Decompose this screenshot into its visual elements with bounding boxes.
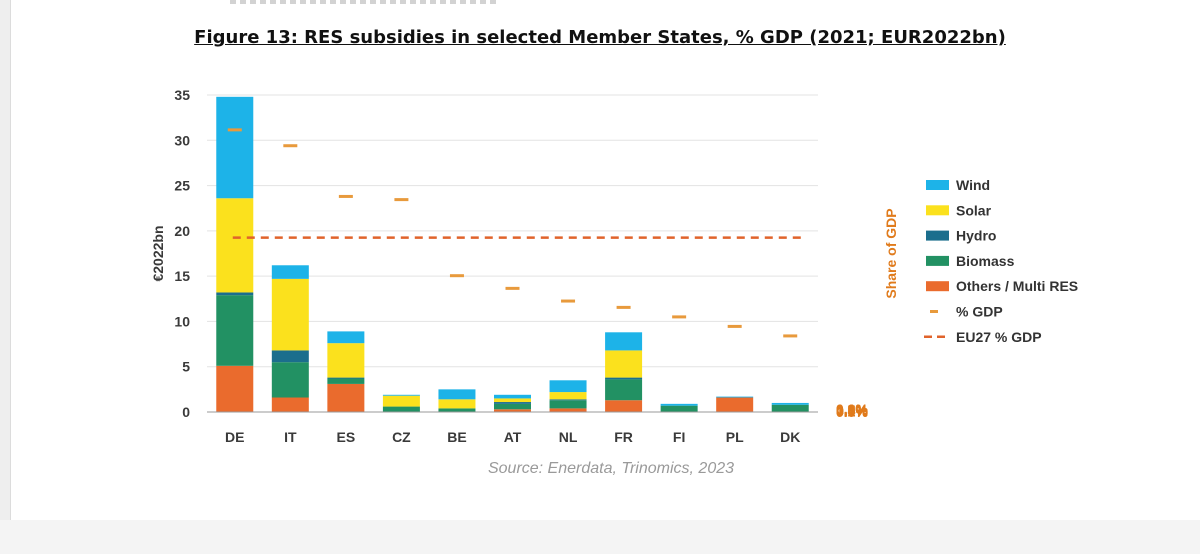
bar-segment-cz-solar	[382, 395, 420, 407]
legend-swatch	[926, 255, 949, 266]
bar-segment-nl-biomass	[549, 400, 587, 409]
x-tick-label: ES	[337, 429, 356, 445]
bar-segment-pl-wind	[716, 396, 754, 398]
x-tick-label: PL	[726, 429, 744, 445]
legend-label: Hydro	[956, 228, 996, 244]
bar-segment-fi-biomass	[660, 405, 698, 412]
bar-segment-at-hydro	[494, 402, 531, 404]
bar-segment-fr-biomass	[605, 379, 643, 401]
y-axis-title: €2022bn	[150, 225, 166, 281]
x-tick-label: FI	[673, 429, 685, 445]
y-tick-label: 25	[174, 178, 190, 194]
y2-tick-label: 0.4%	[836, 403, 868, 419]
x-tick-label: BE	[447, 429, 466, 445]
bar-segment-at-solar	[494, 398, 531, 403]
figure-title: Figure 13: RES subsidies in selected Mem…	[194, 27, 1006, 48]
x-tick-label: DE	[225, 429, 244, 445]
bar-segment-be-biomass	[438, 408, 476, 412]
bar-segment-de-biomass	[216, 295, 254, 366]
y2-tick-label: 1.0%	[836, 401, 868, 417]
bar-segment-nl-hydro	[549, 399, 587, 401]
left-axis: 0 5 10 15 20 25 30 35 €2022bn	[150, 87, 190, 420]
y2-tick-label: 0.6%	[836, 402, 868, 418]
y-tick-label: 20	[174, 223, 190, 239]
legend-label: Others / Multi RES	[956, 278, 1078, 294]
legend-swatch	[926, 230, 949, 241]
legend-swatch	[926, 180, 949, 190]
bar-segment-be-solar	[438, 399, 476, 409]
bar-segment-de-wind	[216, 96, 254, 199]
bar-segment-it-solar	[271, 278, 309, 351]
bar-segment-it-biomass	[271, 362, 309, 398]
y-tick-label: 0	[182, 404, 190, 420]
bar-segment-at-biomass	[494, 403, 531, 410]
bar-segment-nl-wind	[549, 380, 587, 393]
bar-segment-es-hydro	[327, 377, 365, 379]
bar-segment-dk-biomass	[771, 404, 809, 412]
y2-tick-label: 0.5%	[836, 402, 868, 418]
x-axis: DE IT ES CZ BE AT NL FR FI PL DK	[207, 411, 818, 445]
y-tick-label: 30	[174, 132, 190, 148]
bar-segment-es-biomass	[327, 378, 365, 384]
bars	[216, 96, 809, 412]
bar-segment-at-others-multi-res	[494, 409, 531, 412]
x-tick-label: FR	[614, 429, 633, 445]
y2-tick-label: 0.0%	[836, 404, 868, 420]
y-tick-label: 10	[174, 313, 190, 329]
y-tick-label: 35	[174, 87, 190, 103]
bar-segment-de-solar	[216, 198, 254, 293]
y2-axis-title: Share of GDP	[883, 208, 899, 298]
bar-segment-de-hydro	[216, 292, 254, 296]
y2-tick-label: 0.9%	[836, 401, 868, 417]
legend: Wind Solar Hydro Biomass Others / Multi RES%…	[924, 177, 1078, 345]
bar-segment-es-wind	[327, 331, 365, 344]
bar-segment-pl-others-multi-res	[716, 397, 754, 412]
bar-segment-fr-wind	[605, 332, 643, 351]
bar-segment-fr-solar	[605, 350, 643, 378]
figure-source: Source: Enerdata, Trinomics, 2023	[487, 460, 735, 477]
cropped-text-fragment	[230, 0, 500, 4]
legend-label: EU27 % GDP	[956, 329, 1042, 345]
bar-segment-dk-wind	[771, 402, 809, 405]
bar-segment-fi-wind	[660, 403, 698, 406]
y2-tick-label: 0.7%	[836, 402, 868, 418]
bar-segment-be-wind	[438, 389, 476, 400]
y2-tick-label: 0.2%	[836, 403, 868, 419]
bar-segment-fr-hydro	[605, 377, 643, 380]
bar-segment-it-others-multi-res	[271, 397, 309, 412]
bar-segment-es-solar	[327, 343, 365, 378]
right-axis: 0.0%0.1%0.2%0.3%0.4%0.5%0.6%0.7%0.8%0.9%…	[836, 208, 899, 420]
legend-label: Solar	[956, 202, 992, 218]
x-tick-label: AT	[504, 429, 522, 445]
legend-label: % GDP	[956, 304, 1003, 320]
bar-segment-cz-wind	[382, 394, 420, 396]
bar-segment-de-others-multi-res	[216, 365, 254, 412]
legend-label: Biomass	[956, 253, 1015, 269]
y2-tick-label: 0.3%	[836, 403, 868, 419]
bar-segment-fr-others-multi-res	[605, 400, 643, 412]
y2-tick-label: 0.1%	[836, 404, 868, 420]
x-tick-label: DK	[780, 429, 800, 445]
y-tick-label: 5	[182, 359, 190, 375]
y-tick-label: 15	[174, 268, 190, 284]
bar-segment-it-wind	[271, 265, 309, 279]
page-left-margin	[0, 0, 11, 554]
gridlines	[207, 94, 818, 368]
gdp-markers	[227, 128, 798, 338]
legend-swatch	[926, 205, 949, 216]
bar-segment-es-others-multi-res	[327, 383, 365, 412]
x-tick-label: CZ	[392, 429, 411, 445]
bar-segment-at-wind	[494, 394, 531, 399]
legend-swatch	[926, 281, 949, 292]
bar-segment-it-hydro	[271, 350, 309, 363]
bar-segment-nl-solar	[549, 392, 587, 400]
x-tick-label: NL	[559, 429, 578, 445]
bar-segment-nl-others-multi-res	[549, 408, 587, 412]
bar-segment-cz-biomass	[382, 406, 420, 412]
y2-tick-label: 0.8%	[836, 401, 868, 417]
legend-label: Wind	[956, 177, 990, 193]
page-bottom-band	[0, 520, 1200, 554]
x-tick-label: IT	[284, 429, 297, 445]
